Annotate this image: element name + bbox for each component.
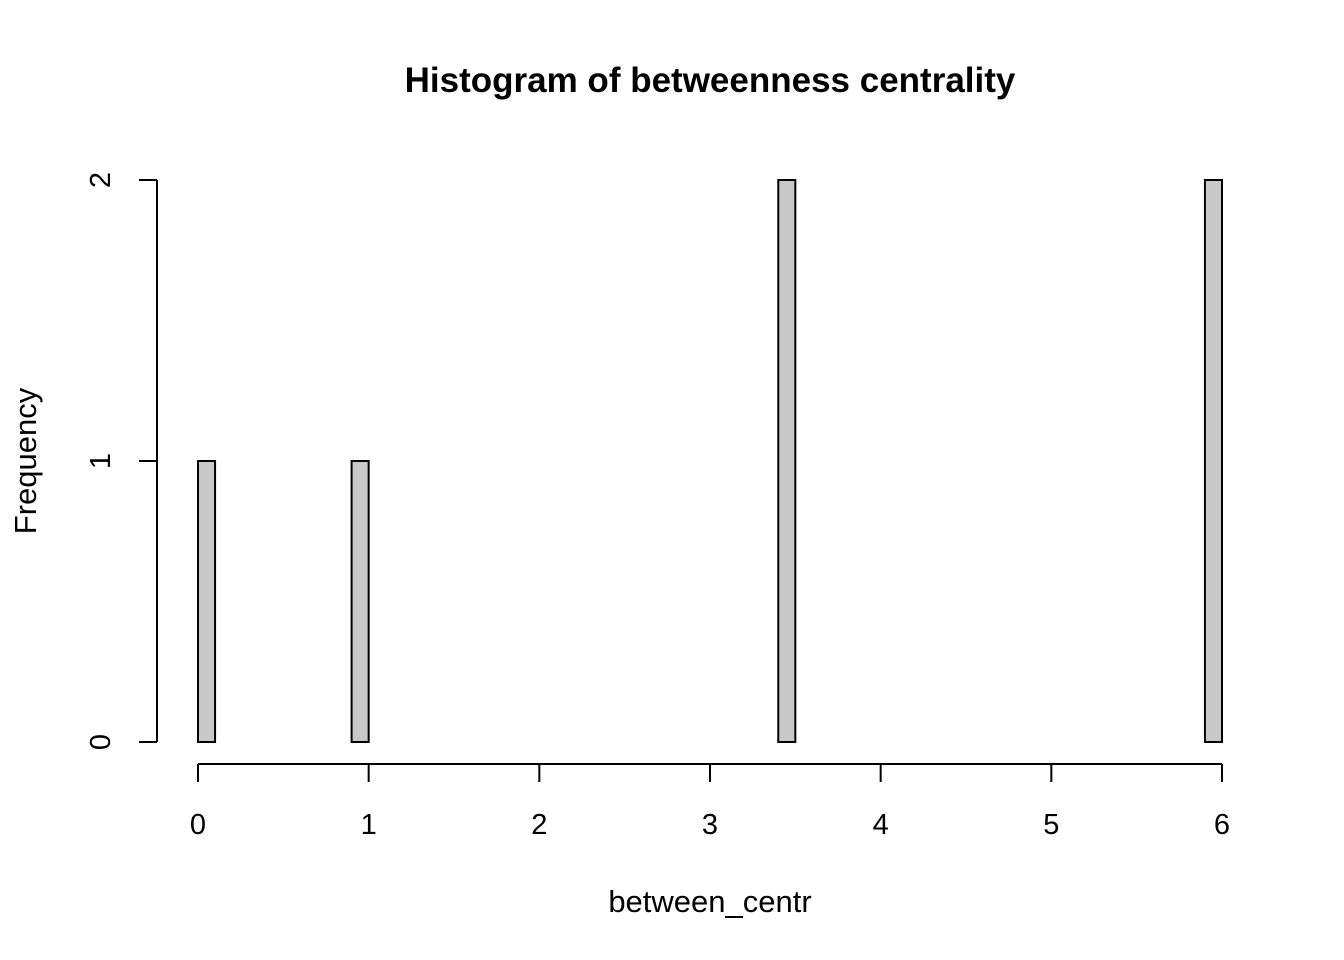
y-tick-label: 1	[85, 453, 117, 469]
x-tick-label: 5	[1043, 809, 1059, 841]
histogram-bar	[1203, 179, 1224, 743]
x-tick-label: 1	[361, 809, 377, 841]
y-axis-title: Frequency	[8, 387, 43, 534]
y-axis: 0 1 2	[85, 172, 158, 750]
bars-group	[197, 179, 1224, 743]
x-tick-label: 4	[873, 809, 889, 841]
x-tick-label: 6	[1214, 809, 1230, 841]
x-axis: 0 1 2 3 4 5 6	[190, 763, 1230, 841]
y-tick-label: 0	[85, 734, 117, 750]
x-tick-label: 2	[531, 809, 547, 841]
x-tick-label: 3	[702, 809, 718, 841]
histogram-bar	[350, 460, 370, 743]
histogram-bar	[777, 179, 797, 743]
chart-title: Histogram of betweenness centrality	[405, 61, 1016, 100]
y-tick-label: 2	[85, 172, 117, 188]
x-tick-label: 0	[190, 809, 206, 841]
histogram-bar	[197, 460, 217, 743]
x-axis-title: between_centr	[608, 884, 811, 919]
